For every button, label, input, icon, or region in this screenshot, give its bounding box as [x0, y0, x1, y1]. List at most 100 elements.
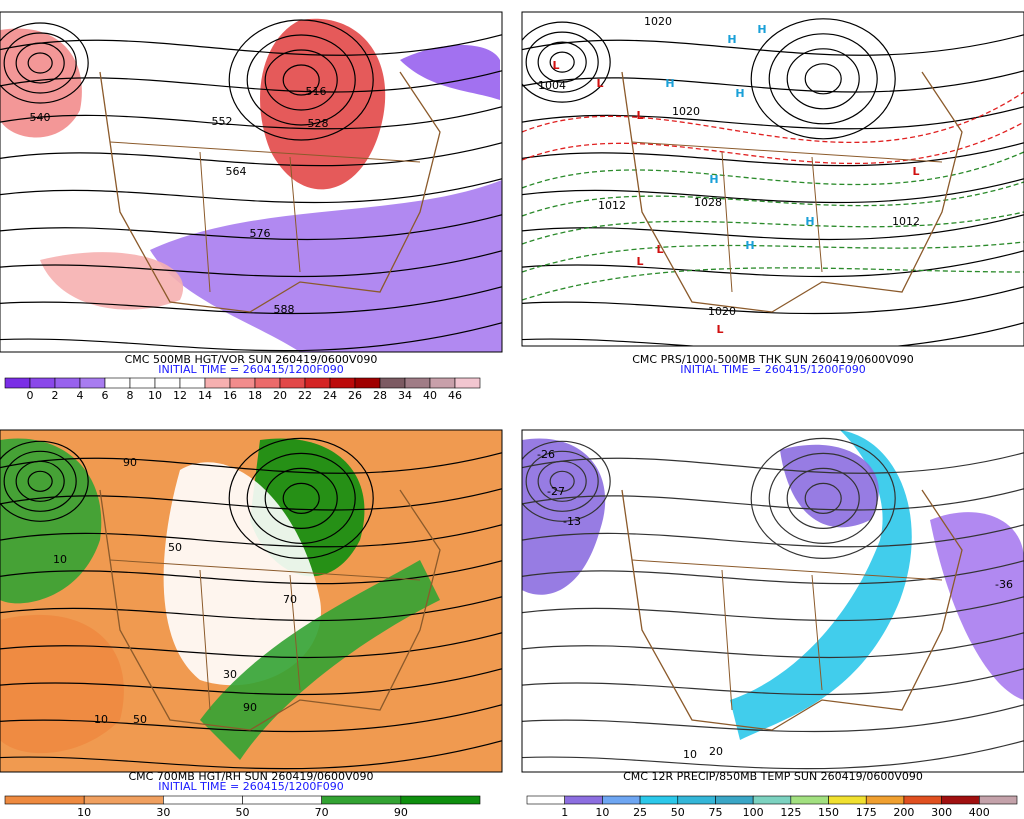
- contour-label: 564: [226, 165, 247, 178]
- contour-label: 90: [123, 456, 137, 469]
- closed-contour: [246, 452, 356, 544]
- contour-line: [0, 524, 502, 548]
- colorbar-segment: [4, 795, 85, 805]
- colorbar-segment: [79, 377, 106, 389]
- colorbar-segment: [54, 377, 81, 389]
- contour-label: 70: [283, 593, 297, 606]
- contour-label: 1020: [708, 305, 736, 318]
- closed-contour: [525, 450, 599, 512]
- panel-title: CMC PRS/1000-500MB THK SUN 260419/0600V0…: [632, 353, 913, 366]
- colorbar-label: 10: [595, 806, 609, 819]
- contour-label: -26: [537, 448, 555, 461]
- thickness-line: [522, 151, 1024, 189]
- colorbar-segment: [429, 377, 456, 389]
- contour-line: [522, 596, 1024, 622]
- contour-line: [0, 33, 502, 56]
- closed-contour: [522, 21, 611, 103]
- map-panel: [0, 12, 502, 352]
- contour-line: [522, 250, 1024, 278]
- pressure-center: H: [709, 173, 718, 186]
- contour-line: [522, 33, 1024, 56]
- shaded-region: [400, 45, 500, 100]
- colorbar-segment: [752, 795, 792, 805]
- colorbar-label: 50: [236, 806, 250, 819]
- colorbar-label: 25: [633, 806, 647, 819]
- shaded-region: [200, 560, 440, 760]
- contour-label: 50: [168, 541, 182, 554]
- pressure-center: H: [757, 23, 766, 36]
- shaded-region: [0, 614, 124, 754]
- colorbar-segment: [790, 795, 829, 805]
- contour-label: 10: [683, 748, 697, 761]
- contour-line: [522, 322, 1024, 346]
- colorbar-label: 4: [77, 389, 84, 402]
- border-line: [631, 559, 943, 711]
- contour-label: 1004: [538, 79, 566, 92]
- shaded-region: [163, 462, 321, 686]
- contour-line: [0, 451, 502, 474]
- contour-line: [0, 178, 502, 204]
- closed-contour: [525, 31, 599, 93]
- thickness-line: [522, 241, 1024, 273]
- contour-line: [522, 106, 1024, 130]
- colorbar-segment: [400, 795, 481, 805]
- pressure-center: L: [656, 243, 663, 256]
- colorbar-segment: [379, 377, 406, 389]
- initial-time: INITIAL TIME = 260415/1200F090: [680, 363, 865, 376]
- closed-contour: [15, 460, 65, 502]
- closed-contour: [3, 450, 77, 512]
- colorbar-segment: [903, 795, 942, 805]
- contour-line: [0, 668, 502, 696]
- contour-label: 576: [250, 227, 271, 240]
- closed-contour: [264, 49, 338, 111]
- contour-line: [522, 704, 1024, 733]
- colorbar-label: 8: [127, 389, 134, 402]
- colorbar-label: 46: [448, 389, 462, 402]
- contour-line: [522, 214, 1024, 241]
- colorbar-label: 0: [27, 389, 34, 402]
- thickness-line: [522, 211, 1024, 245]
- colorbar-segment: [104, 377, 131, 389]
- contour-line: [0, 488, 502, 511]
- thickness-line: [522, 91, 1024, 144]
- colorbar-segment: [29, 377, 56, 389]
- colorbar-label: 300: [931, 806, 952, 819]
- closed-contour: [786, 48, 860, 110]
- closed-contour: [768, 33, 878, 125]
- map-panel: [522, 430, 1024, 772]
- colorbar-segment: [602, 795, 641, 805]
- panel-frame: [521, 429, 1024, 773]
- colorbar-segment: [4, 377, 31, 389]
- contour-line: [522, 451, 1024, 474]
- colorbar-segment: [454, 377, 481, 389]
- colorbar-segment: [83, 795, 164, 805]
- contour-line: [0, 214, 502, 241]
- contour-line: [522, 668, 1024, 696]
- border-line: [109, 559, 421, 711]
- contour-label: 516: [306, 85, 327, 98]
- closed-contour: [3, 32, 77, 94]
- coastline: [99, 489, 441, 731]
- colorbar-label: 22: [298, 389, 312, 402]
- contour-line: [522, 142, 1024, 167]
- closed-contour: [537, 41, 587, 83]
- closed-contour: [537, 460, 587, 502]
- colorbar-segment: [329, 377, 356, 389]
- panel-frame: [521, 11, 1024, 347]
- colorbar-segment: [163, 795, 243, 805]
- closed-contour: [228, 437, 374, 559]
- contour-label: 90: [243, 701, 257, 714]
- contour-label: 10: [94, 713, 108, 726]
- pressure-center: H: [727, 33, 736, 46]
- pressure-center: H: [665, 77, 674, 90]
- panel-frame: [0, 429, 503, 773]
- contour-label: 30: [223, 668, 237, 681]
- closed-contour: [768, 452, 878, 544]
- colorbar-label: 40: [423, 389, 437, 402]
- colorbar-segment: [404, 377, 431, 389]
- colorbar-segment: [154, 377, 181, 389]
- colorbar-label: 26: [348, 389, 362, 402]
- colorbar-label: 20: [273, 389, 287, 402]
- closed-contour: [804, 63, 842, 95]
- colorbar-label: 2: [52, 389, 59, 402]
